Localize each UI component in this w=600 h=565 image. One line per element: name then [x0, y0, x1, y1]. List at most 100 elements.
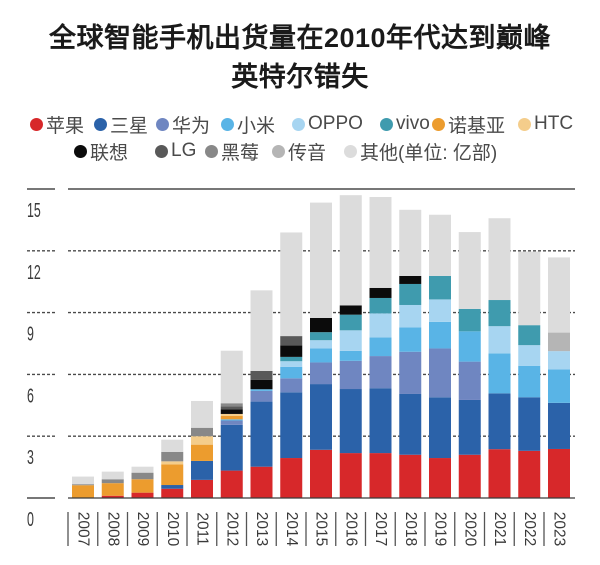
x-tick-label: 2018 — [402, 512, 419, 546]
x-tick-label: 2010 — [164, 512, 181, 547]
legend-label: 诺基亚 — [448, 115, 506, 137]
y-tick-label: 15 — [27, 199, 41, 222]
bar-segment-samsung-2020 — [458, 399, 481, 455]
bar-segment-others-2018 — [399, 209, 422, 276]
bar-segment-htc-2011 — [191, 436, 213, 445]
bar-segment-lenovo-2016 — [339, 305, 362, 315]
bar-segment-lenovo-2012 — [220, 409, 243, 414]
bar-segment-samsung-2016 — [339, 389, 362, 454]
bar-segment-xiaomi-2022 — [518, 365, 541, 398]
x-tick-label: 2015 — [313, 512, 330, 546]
bar-segment-transsion-2023 — [548, 332, 570, 352]
legend-swatch-htc — [518, 117, 531, 131]
bar-segment-vivo-2018 — [399, 283, 422, 305]
legend-swatch-lenovo — [74, 144, 87, 158]
bar-segment-others-2013 — [250, 290, 273, 371]
legend-label: 华为 — [172, 115, 211, 137]
bar-segment-vivo-2016 — [339, 314, 362, 331]
bar-segment-apple-2022 — [518, 450, 541, 498]
bar-segment-nokia-2009 — [131, 479, 154, 493]
legend-swatch-huawei — [156, 117, 169, 131]
legend-item-htc: HTC — [518, 113, 573, 135]
legend-swatch-blackberry — [205, 144, 218, 158]
x-tick-label: 2012 — [223, 512, 240, 546]
legend-item-lg: LG — [155, 140, 196, 162]
bar-segment-htc-2010 — [161, 461, 184, 465]
bar-segment-oppo-2019 — [429, 299, 451, 322]
bar-segment-apple-2021 — [488, 449, 511, 498]
legend-label: OPPO — [308, 113, 363, 134]
bar-segment-samsung-2010 — [161, 485, 184, 489]
bar-segment-apple-2017 — [369, 453, 392, 498]
bar-segment-oppo-2017 — [369, 313, 392, 338]
legend-item-vivo: vivo — [380, 113, 430, 135]
bar-segment-xiaomi-2023 — [548, 369, 570, 403]
bar-segment-apple-2008 — [101, 495, 124, 498]
bar-segment-htc-2012 — [220, 413, 243, 417]
bar-segment-nokia-2011 — [191, 444, 213, 461]
legend-swatch-vivo — [380, 117, 393, 131]
x-tick-label: 2019 — [432, 512, 449, 546]
bar-segment-oppo-2021 — [488, 326, 511, 354]
bar-segment-samsung-2017 — [369, 388, 392, 454]
bar-segment-vivo-2017 — [369, 297, 392, 314]
bar-segment-apple-2010 — [161, 488, 184, 498]
legend-label: 小米 — [237, 115, 276, 137]
bar-segment-oppo-2015 — [310, 340, 332, 349]
bar-segment-blackberry-2011 — [191, 427, 213, 437]
legend-label: 苹果 — [46, 115, 85, 137]
bar-segment-samsung-2015 — [310, 384, 332, 450]
bar-segment-vivo-2015 — [310, 332, 332, 341]
bar-segment-apple-2013 — [250, 466, 273, 498]
bar-segment-lenovo-2015 — [310, 317, 332, 333]
chart-title-line-1: 全球智能手机出货量在2010年代达到巅峰 — [48, 23, 552, 53]
bar-segment-xiaomi-2016 — [339, 350, 362, 361]
bar-segment-oppo-2018 — [399, 304, 422, 328]
x-tick-label: 2016 — [342, 512, 359, 546]
bar-segment-lg-2012 — [220, 406, 243, 410]
bar-segment-huawei-2014 — [280, 378, 303, 393]
bar-segment-samsung-2013 — [250, 401, 273, 467]
bar-segment-xiaomi-2014 — [280, 366, 303, 379]
legend-swatch-transsion — [272, 144, 285, 158]
bar-segment-xiaomi-2012 — [220, 419, 243, 421]
y-tick-label: 0 — [27, 508, 34, 531]
legend-label: 黑莓 — [221, 142, 260, 164]
bar-segment-xiaomi-2015 — [310, 348, 332, 363]
bar-segment-samsung-2022 — [518, 397, 541, 451]
bar-segment-nokia-2008 — [101, 483, 124, 496]
bar-segment-lenovo-2018 — [399, 275, 422, 284]
legend-label: 其他(单位: 亿部) — [360, 142, 498, 164]
legend-label: LG — [171, 140, 197, 161]
y-tick-label: 6 — [27, 384, 34, 407]
bar-segment-blackberry-2007 — [72, 484, 94, 486]
legend-swatch-others — [344, 144, 357, 158]
legend-swatch-lg — [155, 144, 168, 158]
bar-segment-others-2019 — [429, 214, 451, 276]
x-tick-label: 2017 — [372, 512, 389, 546]
bar-segment-apple-2009 — [131, 492, 154, 498]
bar-segment-samsung-2018 — [399, 393, 422, 455]
x-tick-label: 2014 — [283, 512, 300, 547]
legend-swatch-oppo — [292, 117, 305, 131]
bar-segment-others-2012 — [220, 350, 243, 404]
bar-segment-others-2011 — [191, 400, 213, 428]
legend-label: 联想 — [90, 142, 129, 164]
bar-segment-lenovo-2013 — [250, 379, 273, 390]
bar-segment-apple-2023 — [548, 448, 570, 498]
bar-segment-samsung-2021 — [488, 393, 511, 450]
bar-segment-vivo-2022 — [518, 325, 541, 346]
bar-segment-blackberry-2009 — [131, 472, 154, 480]
bar-segment-apple-2015 — [310, 449, 332, 498]
legend-label: 三星 — [110, 115, 149, 137]
x-tick-label: 2013 — [253, 512, 270, 546]
legend-label: 传音 — [288, 142, 327, 164]
legend-label: HTC — [534, 113, 574, 134]
bar-segment-vivo-2014 — [280, 356, 303, 362]
legend-swatch-xiaomi — [221, 117, 234, 131]
y-tick-label: 9 — [27, 323, 34, 346]
bar-segment-others-2020 — [458, 232, 481, 309]
bar-segment-vivo-2021 — [488, 300, 511, 327]
bar-segment-nokia-2012 — [220, 416, 243, 420]
x-tick-label: 2021 — [491, 512, 508, 546]
